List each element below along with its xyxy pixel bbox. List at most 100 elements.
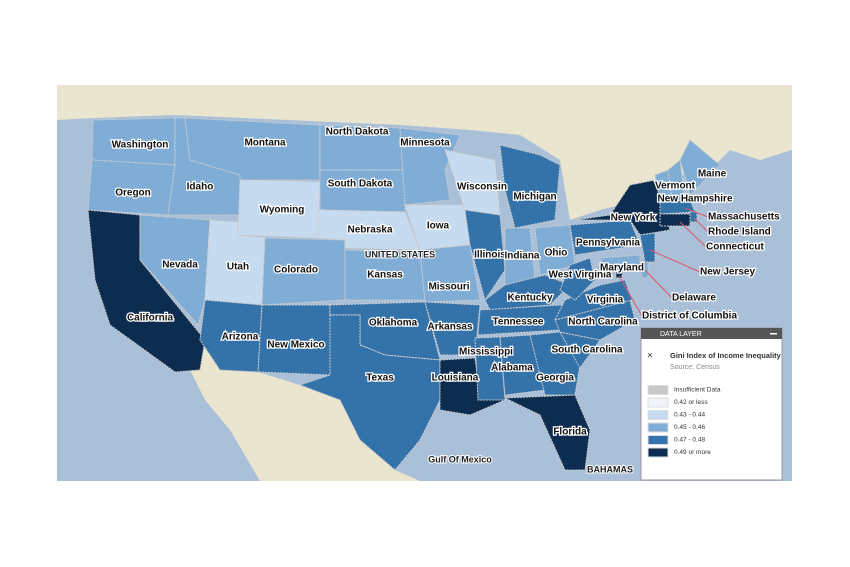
state-label: Delaware	[672, 293, 716, 304]
state	[569, 219, 641, 256]
state-label: Alabama	[491, 363, 533, 374]
state	[399, 127, 461, 206]
state-label: Louisiana	[432, 373, 479, 384]
callout-line	[679, 221, 707, 248]
state-label: District of Columbia	[642, 311, 737, 322]
state	[639, 232, 656, 263]
legend-label: 0.45 - 0.46	[674, 424, 705, 431]
callout-line	[693, 217, 709, 233]
state	[317, 209, 421, 251]
state-label: Arizona	[222, 332, 259, 343]
state-label: Ohio	[545, 248, 568, 259]
state-label: Texas	[366, 373, 394, 384]
state-label: North Carolina	[568, 317, 638, 328]
state-label: Pennsylvania	[576, 238, 640, 249]
state	[261, 237, 346, 306]
state	[499, 144, 561, 229]
state	[659, 213, 691, 227]
state-label: Washington	[112, 140, 169, 151]
state-label: Illinois	[474, 250, 506, 261]
legend-swatch	[647, 410, 669, 420]
panel-header-text: DATA LAYER	[660, 331, 702, 338]
state-label: Oregon	[115, 188, 151, 199]
state-label: Maine	[698, 169, 727, 180]
legend-label: 0.42 or less	[674, 399, 708, 406]
state-label: Kansas	[367, 270, 403, 281]
close-button[interactable]: ×	[647, 351, 653, 362]
state	[504, 394, 591, 471]
state-label: Colorado	[274, 265, 318, 276]
state-label: Vermont	[655, 181, 696, 192]
mexico	[190, 340, 420, 481]
legend-swatch	[647, 435, 669, 445]
minimize-button[interactable]	[770, 333, 777, 335]
state	[554, 279, 633, 321]
state-label: Montana	[244, 138, 286, 149]
state	[139, 214, 211, 327]
callout-line	[684, 207, 709, 218]
state	[424, 301, 481, 356]
state	[559, 331, 601, 369]
map[interactable]: Washington Oregon California Nevada Idaho Mon…	[57, 85, 792, 481]
state-label: Idaho	[187, 182, 214, 193]
state	[199, 299, 263, 373]
state	[319, 124, 406, 171]
legend-swatch	[647, 397, 669, 408]
state	[639, 261, 649, 279]
state-label: North Dakota	[326, 127, 389, 138]
state	[298, 314, 441, 471]
state	[599, 254, 641, 271]
state-label: New Jersey	[700, 267, 755, 278]
state-label: Minnesota	[400, 138, 450, 149]
state-label: South Dakota	[328, 179, 393, 190]
state-label: Kentucky	[507, 293, 552, 304]
state	[529, 331, 581, 396]
panel-source: Source: Census	[670, 364, 720, 371]
state	[319, 169, 406, 213]
state-label: New York	[611, 213, 656, 224]
state	[504, 227, 536, 286]
states	[87, 117, 721, 471]
place-label: Gulf Of Mexico	[428, 454, 492, 464]
state-label: California	[127, 313, 174, 324]
state-label: West Virginia	[549, 270, 612, 281]
state	[464, 209, 506, 302]
state-label: Missouri	[428, 282, 469, 293]
state-label: Maryland	[600, 263, 644, 274]
state-label: Mississippi	[459, 347, 513, 358]
state	[679, 139, 721, 196]
state-label: Indiana	[504, 251, 539, 262]
data-layer-panel: DATA LAYER × Gini Index of Income Inequa…	[640, 327, 783, 481]
state-label: Utah	[227, 262, 249, 273]
state-label: Florida	[553, 427, 587, 438]
state-label: Arkansas	[427, 322, 472, 333]
state	[474, 336, 506, 401]
legend-swatch	[647, 422, 669, 433]
legend-label: 0.47 - 0.48	[674, 437, 705, 444]
labels: Washington Oregon California Nevada Idaho Mon…	[110, 125, 781, 475]
state-label: Iowa	[427, 221, 450, 232]
state-label: Virginia	[587, 295, 624, 306]
state-label: Rhode Island	[708, 227, 771, 238]
legend-label: 0.49 or more	[674, 449, 711, 456]
state-label: Georgia	[536, 373, 574, 384]
state	[654, 169, 673, 203]
state-label: Tennessee	[493, 317, 544, 328]
place-label: BAHAMAS	[587, 464, 633, 474]
state-label: Michigan	[513, 192, 556, 203]
state-label: Oklahoma	[369, 318, 418, 329]
state-label: Wyoming	[260, 205, 305, 216]
legend-label: Insufficient Data	[674, 387, 721, 394]
state-label: New Hampshire	[657, 194, 732, 205]
state	[615, 271, 623, 279]
panel-header	[641, 328, 782, 339]
state	[419, 244, 481, 303]
state-label: Nebraska	[347, 225, 392, 236]
legend-swatch	[647, 385, 669, 395]
canada	[57, 85, 792, 220]
place-label: UNITED STATES	[365, 249, 435, 259]
callout-line	[618, 275, 643, 317]
state-label: South Carolina	[551, 345, 623, 356]
state-label: Nevada	[162, 260, 198, 271]
